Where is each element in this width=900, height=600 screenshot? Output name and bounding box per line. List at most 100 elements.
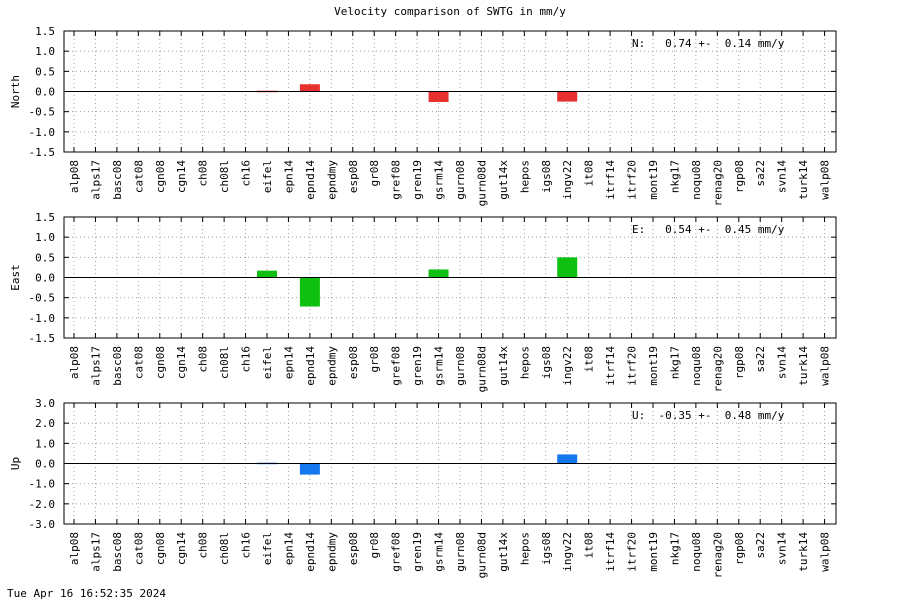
category-label: hepos (518, 160, 531, 193)
bar-east-eifel (257, 270, 277, 278)
category-label: gref08 (390, 346, 403, 386)
y-axis-label: East (9, 264, 22, 291)
bar-east-epnd14 (299, 277, 320, 307)
category-label: itrf20 (626, 532, 639, 572)
category-label: ingv22 (561, 532, 574, 572)
category-label: alp08 (68, 160, 81, 193)
category-label: gurn08d (475, 346, 488, 392)
y-tick-label: -1.5 (29, 146, 56, 159)
category-label: gurn08 (454, 532, 467, 572)
category-label: gurn08 (454, 160, 467, 200)
category-label: sa22 (754, 532, 767, 559)
bar-east-gsrm14 (428, 269, 449, 278)
category-label: cat08 (132, 160, 145, 193)
category-label: svn14 (776, 532, 789, 565)
category-label: epn14 (282, 532, 295, 565)
category-label: noqu08 (690, 346, 703, 386)
category-label: eifel (261, 532, 274, 565)
category-label: epnd14 (304, 160, 317, 200)
category-label: nkg17 (668, 160, 681, 193)
category-label: gref08 (390, 532, 403, 572)
category-label: gut14x (497, 346, 510, 386)
category-label: gref08 (390, 160, 403, 200)
panel-east: 1.5 1.0 0.5 0.0 -0.5 -1.0 -1.5 alp08 alps17 basc0… (9, 211, 837, 392)
panel-up: 3.0 2.0 1.0 0.0 -1.0 -2.0 -3.0 alp08 alps17 basc0… (9, 397, 837, 578)
category-label: epnd14 (304, 346, 317, 386)
category-label: noqu08 (690, 532, 703, 572)
plot-border (63, 216, 837, 339)
y-tick-label: 3.0 (35, 397, 55, 410)
category-label: gren19 (411, 346, 424, 386)
category-label: renag20 (711, 346, 724, 392)
category-label: cat08 (132, 346, 145, 379)
category-label: mont19 (647, 532, 660, 572)
bar-east-ingv22 (557, 257, 578, 278)
category-label: cgn14 (175, 346, 188, 379)
category-label: esp08 (347, 160, 360, 193)
chart-title: Velocity comparison of SWTG in mm/y (334, 5, 566, 18)
category-label: alp08 (68, 346, 81, 379)
category-label: ch08l (218, 160, 231, 193)
category-label: eifel (261, 160, 274, 193)
y-tick-label: -1.5 (29, 332, 56, 345)
y-tick-label: 0.0 (35, 272, 55, 285)
category-label: ch08 (197, 160, 210, 187)
bar-north-epnd14 (299, 84, 320, 92)
category-label: nkg17 (668, 346, 681, 379)
category-label: itrf20 (626, 160, 639, 200)
category-label: ingv22 (561, 346, 574, 386)
category-label: epndmy (325, 160, 338, 200)
category-label: turk14 (797, 532, 810, 572)
category-label: rgp08 (733, 160, 746, 193)
category-label: ch08 (197, 532, 210, 559)
category-label: cgn08 (154, 346, 167, 379)
category-label: esp08 (347, 346, 360, 379)
category-label: epn14 (282, 346, 295, 379)
category-label: svn14 (776, 160, 789, 193)
category-label: cat08 (132, 532, 145, 565)
category-label: basc08 (111, 532, 124, 572)
category-label: itrf20 (626, 346, 639, 386)
y-tick-label: 1.0 (35, 437, 55, 450)
bar-north-ingv22 (557, 91, 578, 102)
category-label: ch16 (240, 346, 253, 373)
y-tick-label: 0.5 (35, 65, 55, 78)
category-label: noqu08 (690, 160, 703, 200)
category-label: itrf14 (604, 346, 617, 386)
bar-up-epnd14 (299, 463, 320, 475)
y-tick-label: -1.0 (29, 126, 56, 139)
category-label: cgn08 (154, 532, 167, 565)
bar-up-ingv22 (557, 454, 578, 464)
category-label: alps17 (89, 160, 102, 200)
category-label: ch08l (218, 532, 231, 565)
category-label: renag20 (711, 532, 724, 578)
category-label: renag20 (711, 160, 724, 206)
category-label: walp08 (819, 532, 832, 572)
category-label: it08 (583, 532, 596, 559)
plot-border (63, 30, 837, 153)
category-label: gren19 (411, 532, 424, 572)
category-label: gr08 (368, 346, 381, 373)
y-tick-label: -2.0 (29, 498, 56, 511)
category-label: epn14 (282, 160, 295, 193)
category-label: nkg17 (668, 532, 681, 565)
category-label: alp08 (68, 532, 81, 565)
category-label: cgn14 (175, 160, 188, 193)
category-label: rgp08 (733, 532, 746, 565)
category-label: it08 (583, 346, 596, 373)
y-tick-label: -1.0 (29, 478, 56, 491)
category-label: itrf14 (604, 160, 617, 200)
category-label: gut14x (497, 532, 510, 572)
footer-timestamp: Tue Apr 16 16:52:35 2024 (7, 587, 166, 600)
category-label: mont19 (647, 346, 660, 386)
category-label: gsrm14 (433, 346, 446, 386)
category-label: alps17 (89, 346, 102, 386)
category-label: gsrm14 (433, 160, 446, 200)
category-label: cgn08 (154, 160, 167, 193)
category-label: gren19 (411, 160, 424, 200)
y-axis-label: Up (9, 457, 22, 470)
category-label: basc08 (111, 160, 124, 200)
category-label: turk14 (797, 346, 810, 386)
summary-label: E: 0.54 +- 0.45 mm/y (632, 223, 785, 236)
